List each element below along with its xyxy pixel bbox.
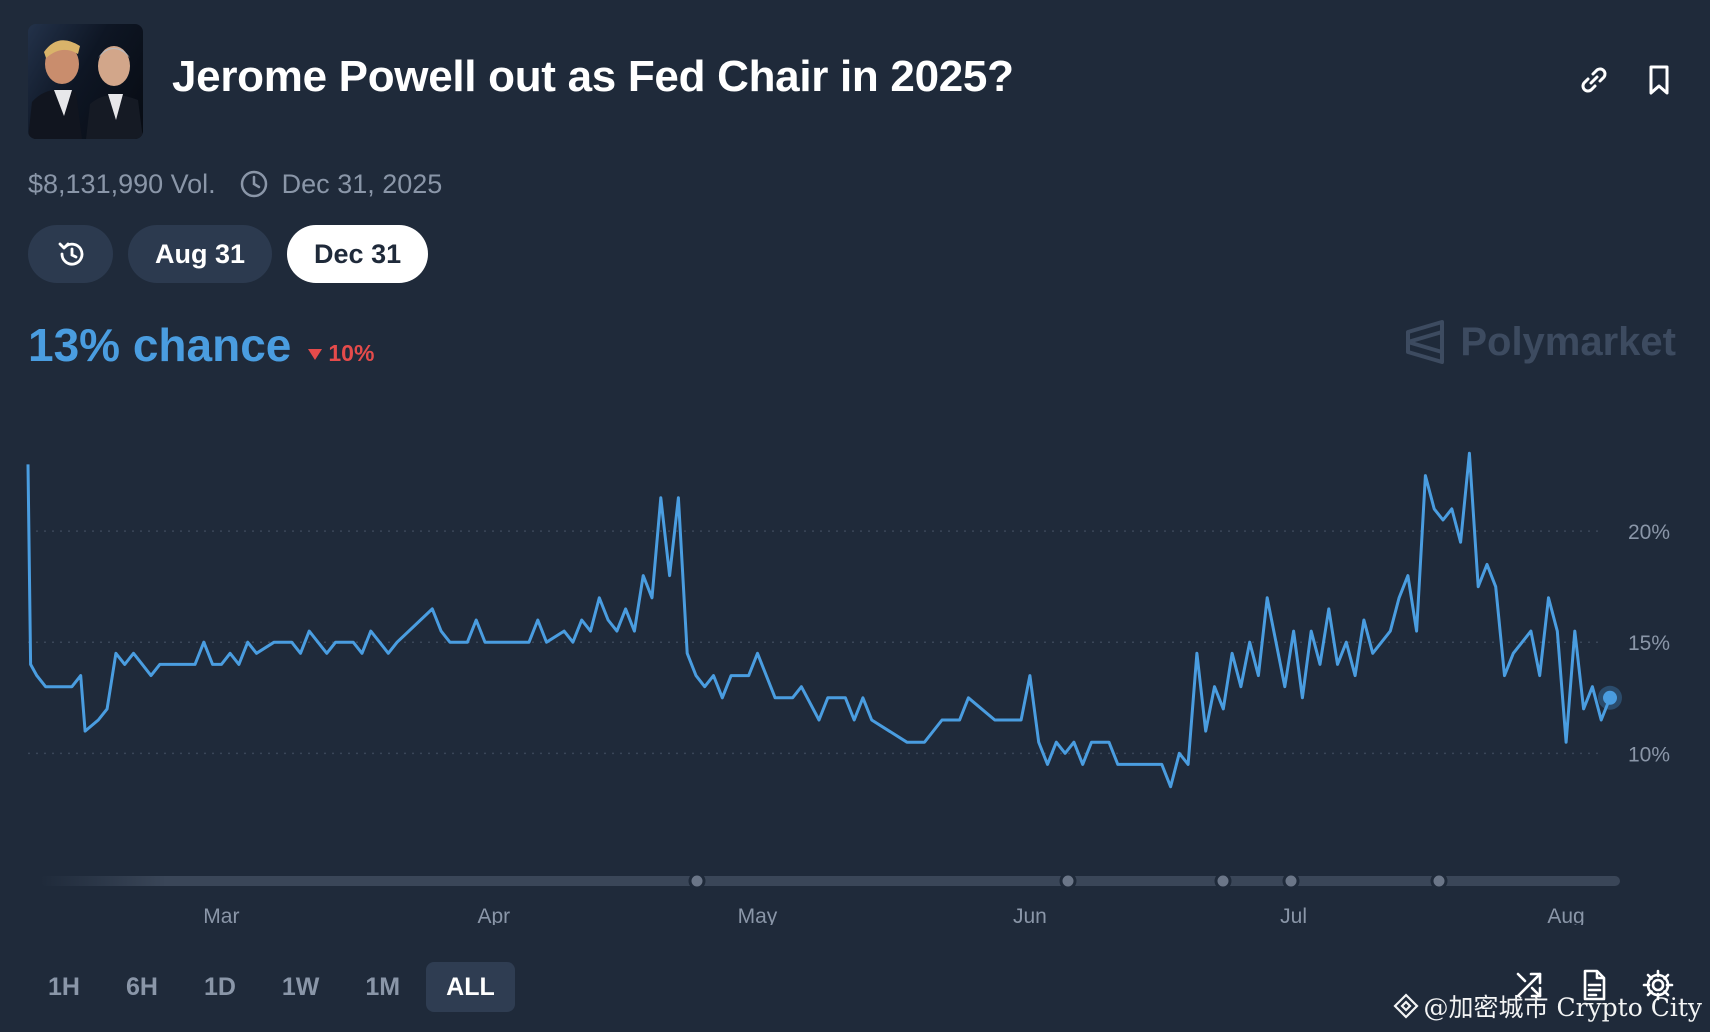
tab-1d[interactable]: 1D [203,972,236,1001]
tab-6h[interactable]: 6H [125,972,158,1001]
x-tick-label: Jul [1280,905,1307,925]
y-axis-ticks: 10% 15% 20% [1628,521,1670,766]
x-tick-label: May [738,905,778,925]
x-axis-ticks: Mar Apr May Jun Jul Aug [203,905,1584,925]
document-icon[interactable] [1577,968,1611,1002]
tab-all[interactable]: ALL [426,962,515,1012]
down-triangle-icon [308,349,323,360]
scrollbar-marker[interactable] [1059,872,1077,890]
polymarket-logo: Polymarket [1404,318,1676,366]
link-icon[interactable] [1576,62,1612,98]
tab-1w[interactable]: 1W [281,972,320,1001]
market-thumbnail [28,24,143,139]
tab-1h[interactable]: 1H [48,972,80,1001]
scrollbar-marker[interactable] [688,872,706,890]
x-tick-label: Aug [1547,905,1584,925]
chart-scrollbar[interactable] [40,872,1620,890]
chance-value: 13% chance [28,319,292,371]
watermark: @加密城市 Crypto City [1392,988,1703,1024]
volume-text: $8,131,990 Vol. [28,168,216,199]
swap-icon[interactable] [1512,968,1546,1002]
polymarket-logo-icon [1406,320,1445,364]
clock-icon [240,170,267,198]
binance-logo-icon [1392,993,1419,1019]
date-pill-aug-31[interactable]: Aug 31 [128,225,273,283]
bookmark-icon[interactable] [1641,62,1677,98]
chance-summary: 13% chance 10% [28,318,374,372]
history-button[interactable] [28,225,113,283]
y-tick-label: 20% [1628,521,1670,544]
scrollbar-marker[interactable] [1214,872,1232,890]
date-pills: Aug 31 Dec 31 [28,225,429,283]
market-meta: $8,131,990 Vol. Dec 31, 2025 [28,168,442,200]
chance-delta: 10% [307,340,374,367]
brand-name: Polymarket [1460,319,1676,364]
scrollbar-marker[interactable] [1282,872,1300,890]
chart-series [26,451,1622,789]
x-tick-label: Jun [1013,905,1047,925]
gear-icon[interactable] [1641,968,1675,1002]
delta-value: 10% [328,340,375,366]
x-tick-label: Mar [203,905,239,925]
last-point [1603,690,1617,705]
portraits-image [28,40,143,139]
history-icon [58,242,83,266]
y-tick-label: 15% [1628,632,1670,655]
y-tick-label: 10% [1628,743,1670,766]
scrollbar-marker[interactable] [1430,872,1448,890]
tab-1m[interactable]: 1M [365,972,401,1001]
series-line [26,451,1612,789]
end-date-text: Dec 31, 2025 [281,168,443,199]
time-range-tabs: 1H 6H 1D 1W 1M ALL [28,962,515,1012]
scrollbar-track[interactable] [40,876,1620,886]
watermark-text: @加密城市 Crypto City [1423,993,1703,1022]
page-title: Jerome Powell out as Fed Chair in 2025? [172,52,1014,101]
price-chart[interactable]: 10% 15% 20% Mar Apr May Jun Jul Aug [0,420,1710,925]
x-tick-label: Apr [477,905,510,925]
date-pill-dec-31[interactable]: Dec 31 [287,225,429,283]
chart-grid [28,530,1600,755]
